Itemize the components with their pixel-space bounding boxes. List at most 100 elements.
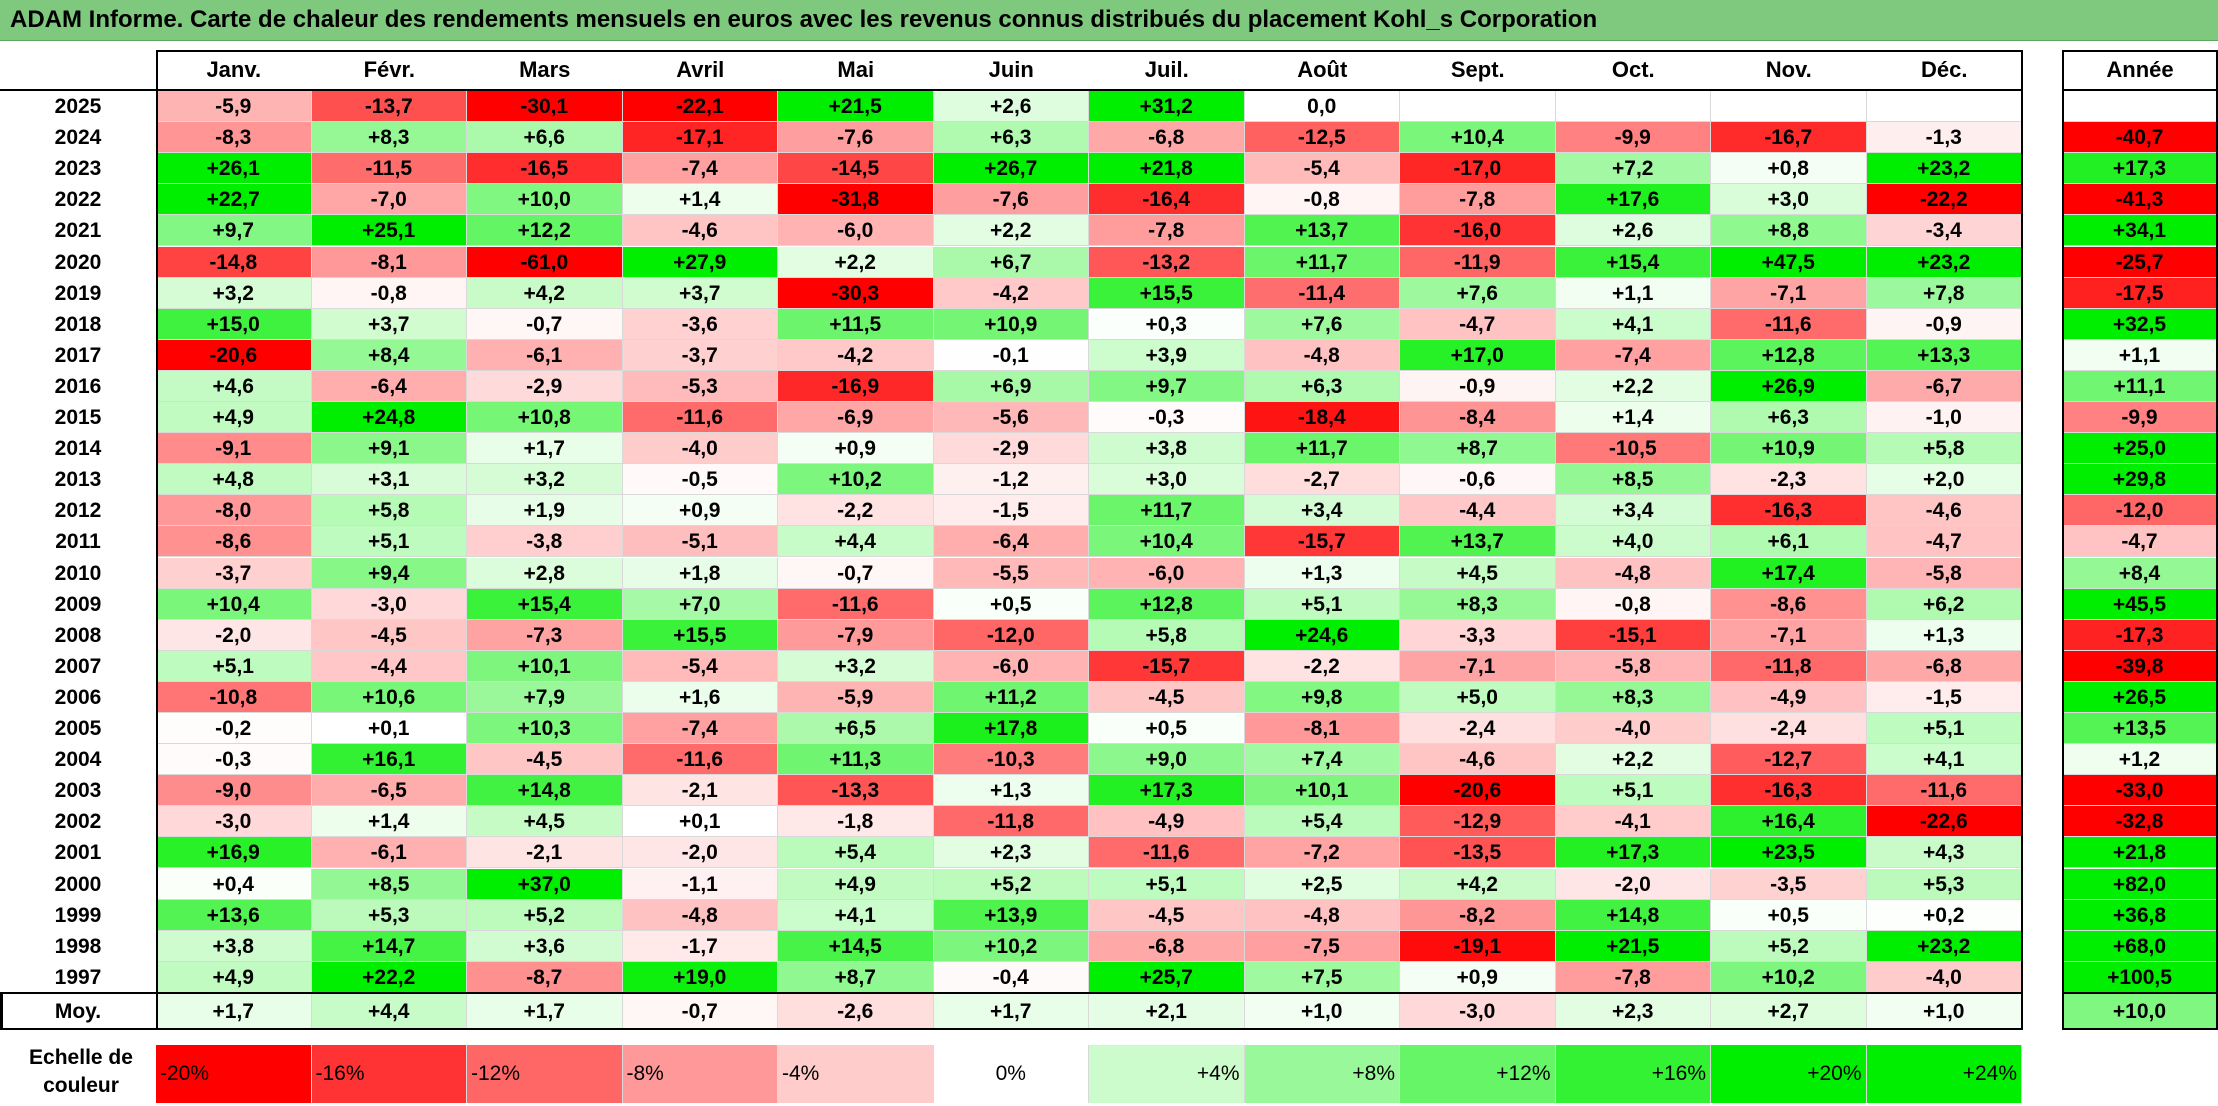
heatmap-cell: -3,4 — [1866, 215, 2022, 247]
heatmap-cell: -3,0 — [311, 588, 467, 620]
heatmap-cell: +15,4 — [467, 588, 623, 620]
color-scale-step: -4% — [778, 1045, 934, 1103]
heatmap-cell: +10,2 — [778, 464, 934, 496]
heatmap-cell: -7,9 — [778, 619, 934, 651]
annual-cell: -39,8 — [2062, 650, 2218, 682]
heatmap-cell: +0,1 — [311, 713, 467, 745]
month-header: Juil. — [1144, 57, 1189, 82]
annual-cell: +26,5 — [2062, 681, 2218, 713]
heatmap-cell: -4,8 — [1244, 899, 1400, 931]
heatmap-cell: +26,7 — [933, 153, 1089, 185]
heatmap-cell: -7,1 — [1711, 277, 1867, 309]
annual-cell: -41,3 — [2062, 184, 2218, 216]
month-header: Nov. — [1765, 57, 1812, 82]
heatmap-cell: +1,3 — [1866, 619, 2022, 651]
row-year-label: 2012 — [54, 499, 102, 523]
heatmap-cell: +14,7 — [311, 930, 467, 962]
heatmap-cell: +15,4 — [1555, 246, 1711, 278]
annual-cell: -17,3 — [2062, 619, 2218, 651]
heatmap-cell: -16,5 — [467, 153, 623, 185]
heatmap-cell: -11,8 — [1711, 650, 1867, 682]
average-cell: -0,7 — [622, 994, 778, 1030]
heatmap-cell: +10,3 — [467, 713, 623, 745]
heatmap-cell: -8,2 — [1400, 899, 1556, 931]
average-cell: +4,4 — [311, 994, 467, 1030]
color-scale-step: +8% — [1244, 1045, 1400, 1103]
heatmap-cell: +31,2 — [1089, 91, 1245, 123]
heatmap-cell: +7,8 — [1866, 277, 2022, 309]
heatmap-cell: -6,4 — [311, 370, 467, 402]
heatmap-cell: -11,6 — [1089, 837, 1245, 869]
heatmap-cell: +17,4 — [1711, 557, 1867, 589]
heatmap-cell: -6,9 — [778, 402, 934, 434]
heatmap-cell: -4,5 — [1089, 681, 1245, 713]
heatmap-cell: -4,4 — [1400, 495, 1556, 527]
heatmap-cell: -7,6 — [778, 122, 934, 154]
heatmap-cell: -2,1 — [467, 837, 623, 869]
heatmap-cell: +3,7 — [622, 277, 778, 309]
heatmap-cell: +7,2 — [1555, 153, 1711, 185]
heatmap-cell: +15,5 — [622, 619, 778, 651]
heatmap-cell: -11,6 — [1711, 308, 1867, 340]
average-cell: -3,0 — [1400, 994, 1556, 1030]
heatmap-cell: -0,8 — [311, 277, 467, 309]
row-year-label: 2002 — [54, 810, 102, 834]
heatmap-cell: -1,2 — [933, 464, 1089, 496]
chart-title: ADAM Informe. Carte de chaleur des rende… — [10, 6, 1598, 33]
heatmap-cell: -5,4 — [1244, 153, 1400, 185]
color-scale-step: -20% — [156, 1045, 312, 1103]
heatmap-cell: -0,5 — [622, 464, 778, 496]
heatmap-cell: -6,1 — [311, 837, 467, 869]
heatmap-cell: +4,5 — [1400, 557, 1556, 589]
heatmap-cell: +1,1 — [1555, 277, 1711, 309]
heatmap-cell: -3,0 — [156, 806, 312, 838]
heatmap-cell: -8,4 — [1400, 402, 1556, 434]
heatmap-cell: +14,8 — [467, 775, 623, 807]
heatmap-cell: +2,5 — [1244, 868, 1400, 900]
heatmap-cell: +11,7 — [1244, 433, 1400, 465]
heatmap-cell: -1,3 — [1866, 122, 2022, 154]
heatmap-cell: -7,4 — [622, 713, 778, 745]
heatmap-cell: -7,2 — [1244, 837, 1400, 869]
heatmap-cell: +4,1 — [1866, 744, 2022, 776]
heatmap-cell: +0,1 — [622, 806, 778, 838]
heatmap-cell: -30,1 — [467, 91, 623, 123]
heatmap-cell: -8,3 — [156, 122, 312, 154]
heatmap-cell: -6,0 — [778, 215, 934, 247]
heatmap-cell: +7,4 — [1244, 744, 1400, 776]
annual-cell: +1,2 — [2062, 744, 2218, 776]
heatmap-cell: +3,9 — [1089, 339, 1245, 371]
heatmap-cell: +6,3 — [1711, 402, 1867, 434]
heatmap-cell: -11,4 — [1244, 277, 1400, 309]
annual-cell: -33,0 — [2062, 775, 2218, 807]
month-header: Déc. — [1921, 57, 1968, 82]
heatmap-cell: +6,3 — [933, 122, 1089, 154]
heatmap-cell: -9,9 — [1555, 122, 1711, 154]
heatmap-cell: -10,5 — [1555, 433, 1711, 465]
heatmap-cell: -13,5 — [1400, 837, 1556, 869]
heatmap-cell: +1,3 — [933, 775, 1089, 807]
row-year-label: 2024 — [54, 126, 102, 150]
heatmap-cell: +10,0 — [467, 184, 623, 216]
heatmap-cell: -61,0 — [467, 246, 623, 278]
heatmap-cell: -8,6 — [156, 526, 312, 558]
heatmap-cell: +17,6 — [1555, 184, 1711, 216]
heatmap-cell: -11,8 — [933, 806, 1089, 838]
heatmap-cell: +10,9 — [1711, 433, 1867, 465]
heatmap-cell: -4,2 — [933, 277, 1089, 309]
heatmap-cell: -5,8 — [1866, 557, 2022, 589]
heatmap-cell: -6,0 — [933, 650, 1089, 682]
average-cell: +1,0 — [1866, 994, 2022, 1030]
heatmap-cell: -4,1 — [1555, 806, 1711, 838]
average-cell: +1,7 — [156, 994, 312, 1030]
row-year-label: 2007 — [54, 654, 102, 678]
heatmap-cell: +9,0 — [1089, 744, 1245, 776]
average-top-frame — [0, 1028, 2023, 1030]
annual-cell: -12,0 — [2062, 495, 2218, 527]
heatmap-cell: +1,9 — [467, 495, 623, 527]
heatmap-cell: +17,0 — [1400, 339, 1556, 371]
heatmap-cell: -11,9 — [1400, 246, 1556, 278]
heatmap-cell: +11,3 — [778, 744, 934, 776]
heatmap-cell: +14,8 — [1555, 899, 1711, 931]
heatmap-cell: -19,1 — [1400, 930, 1556, 962]
